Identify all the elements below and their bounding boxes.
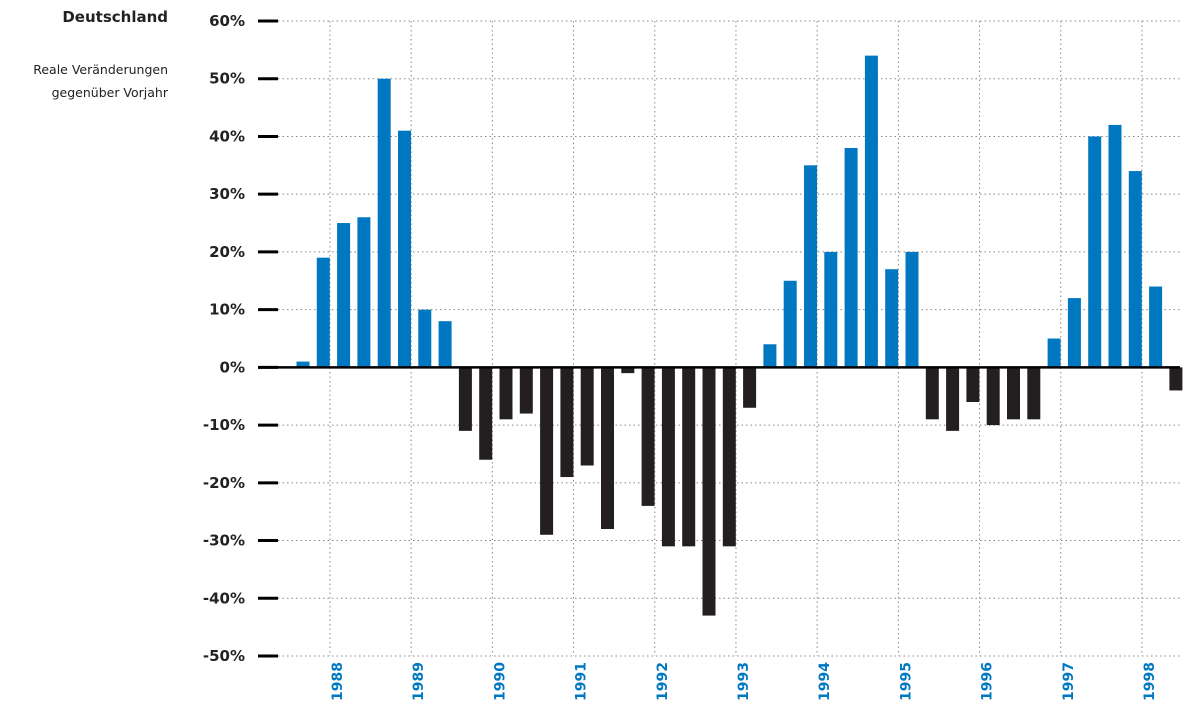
bar: [1149, 286, 1163, 368]
x-tick-label: 1988: [330, 662, 346, 701]
bar: [722, 367, 736, 547]
bar: [1169, 367, 1183, 391]
y-tick-label: 50%: [209, 70, 245, 88]
bar: [580, 367, 594, 466]
y-tick-label: -10%: [203, 416, 245, 434]
bar: [1047, 338, 1061, 368]
bar: [398, 130, 411, 368]
bar: [519, 367, 533, 414]
bar: [682, 367, 696, 547]
bar: [783, 280, 797, 368]
y-tick-label: 10%: [209, 301, 245, 319]
bar: [804, 165, 817, 368]
bar: [1088, 136, 1102, 368]
x-tick-labels: 1988 1989 1990 1991 1992 1993 1994 1995 1996 1997…: [330, 662, 1158, 701]
y-tick-labels: 60% 50% 40% 30% 20% 10% 0% -10% -20% -30% -40% -50%: [203, 12, 245, 665]
bar: [540, 367, 554, 535]
x-tick-label: 1995: [898, 662, 914, 701]
x-tick-label: 1989: [411, 662, 427, 701]
y-tick-label: 20%: [209, 243, 245, 261]
bar: [296, 361, 310, 368]
bar: [418, 309, 432, 368]
bar: [905, 251, 919, 368]
chart-subtitle-line-2: gegenüber Vorjahr: [51, 85, 168, 100]
bar: [885, 269, 899, 368]
bar: [621, 367, 635, 374]
y-tick-label: -30%: [203, 532, 245, 550]
bar: [743, 367, 757, 408]
bar: [1007, 367, 1020, 420]
bar: [946, 367, 960, 431]
y-tick-label: 30%: [209, 185, 245, 203]
y-tick-label: -50%: [203, 647, 245, 665]
bar: [377, 78, 391, 368]
x-tick-label: 1994: [817, 662, 833, 701]
y-tick-label: -40%: [203, 589, 245, 607]
chart-subtitle-line-1: Reale Veränderungen: [33, 62, 168, 77]
bar: [458, 367, 472, 431]
bar: [560, 367, 574, 478]
bar: [438, 321, 452, 368]
x-tick-label: 1993: [736, 662, 752, 701]
bar: [1108, 124, 1122, 368]
bar: [1067, 298, 1081, 368]
bar: [1027, 367, 1041, 420]
bar: [601, 367, 614, 529]
bar: [763, 344, 777, 368]
bar: [357, 217, 371, 368]
y-tick-label: -20%: [203, 474, 245, 492]
bar: [702, 367, 716, 616]
bar: [337, 223, 351, 368]
x-tick-label: 1991: [574, 662, 590, 701]
y-tick-label: 40%: [209, 127, 245, 145]
axes: [258, 19, 1180, 658]
grid-lines: [278, 20, 1180, 657]
bar: [966, 367, 980, 402]
bar: [316, 257, 330, 368]
bar: [925, 367, 939, 420]
y-tick-label: 0%: [220, 358, 245, 376]
bar: [1128, 171, 1142, 368]
x-tick-label: 1998: [1142, 662, 1158, 701]
bar: [844, 148, 858, 368]
chart-title: Deutschland: [62, 8, 168, 26]
y-tick-label: 60%: [209, 12, 245, 30]
bar: [824, 251, 838, 368]
x-tick-label: 1997: [1061, 662, 1077, 701]
bar: [864, 55, 878, 368]
chart-subtitle: Reale Veränderungen gegenüber Vorjahr: [33, 58, 168, 104]
bar: [499, 367, 513, 420]
bar: [641, 367, 655, 506]
x-tick-label: 1992: [655, 662, 671, 701]
x-tick-label: 1996: [980, 662, 996, 701]
bar: [661, 367, 675, 547]
bar: [479, 367, 493, 460]
bars: [296, 55, 1183, 616]
x-tick-label: 1990: [492, 662, 508, 701]
bar: [986, 367, 1000, 426]
